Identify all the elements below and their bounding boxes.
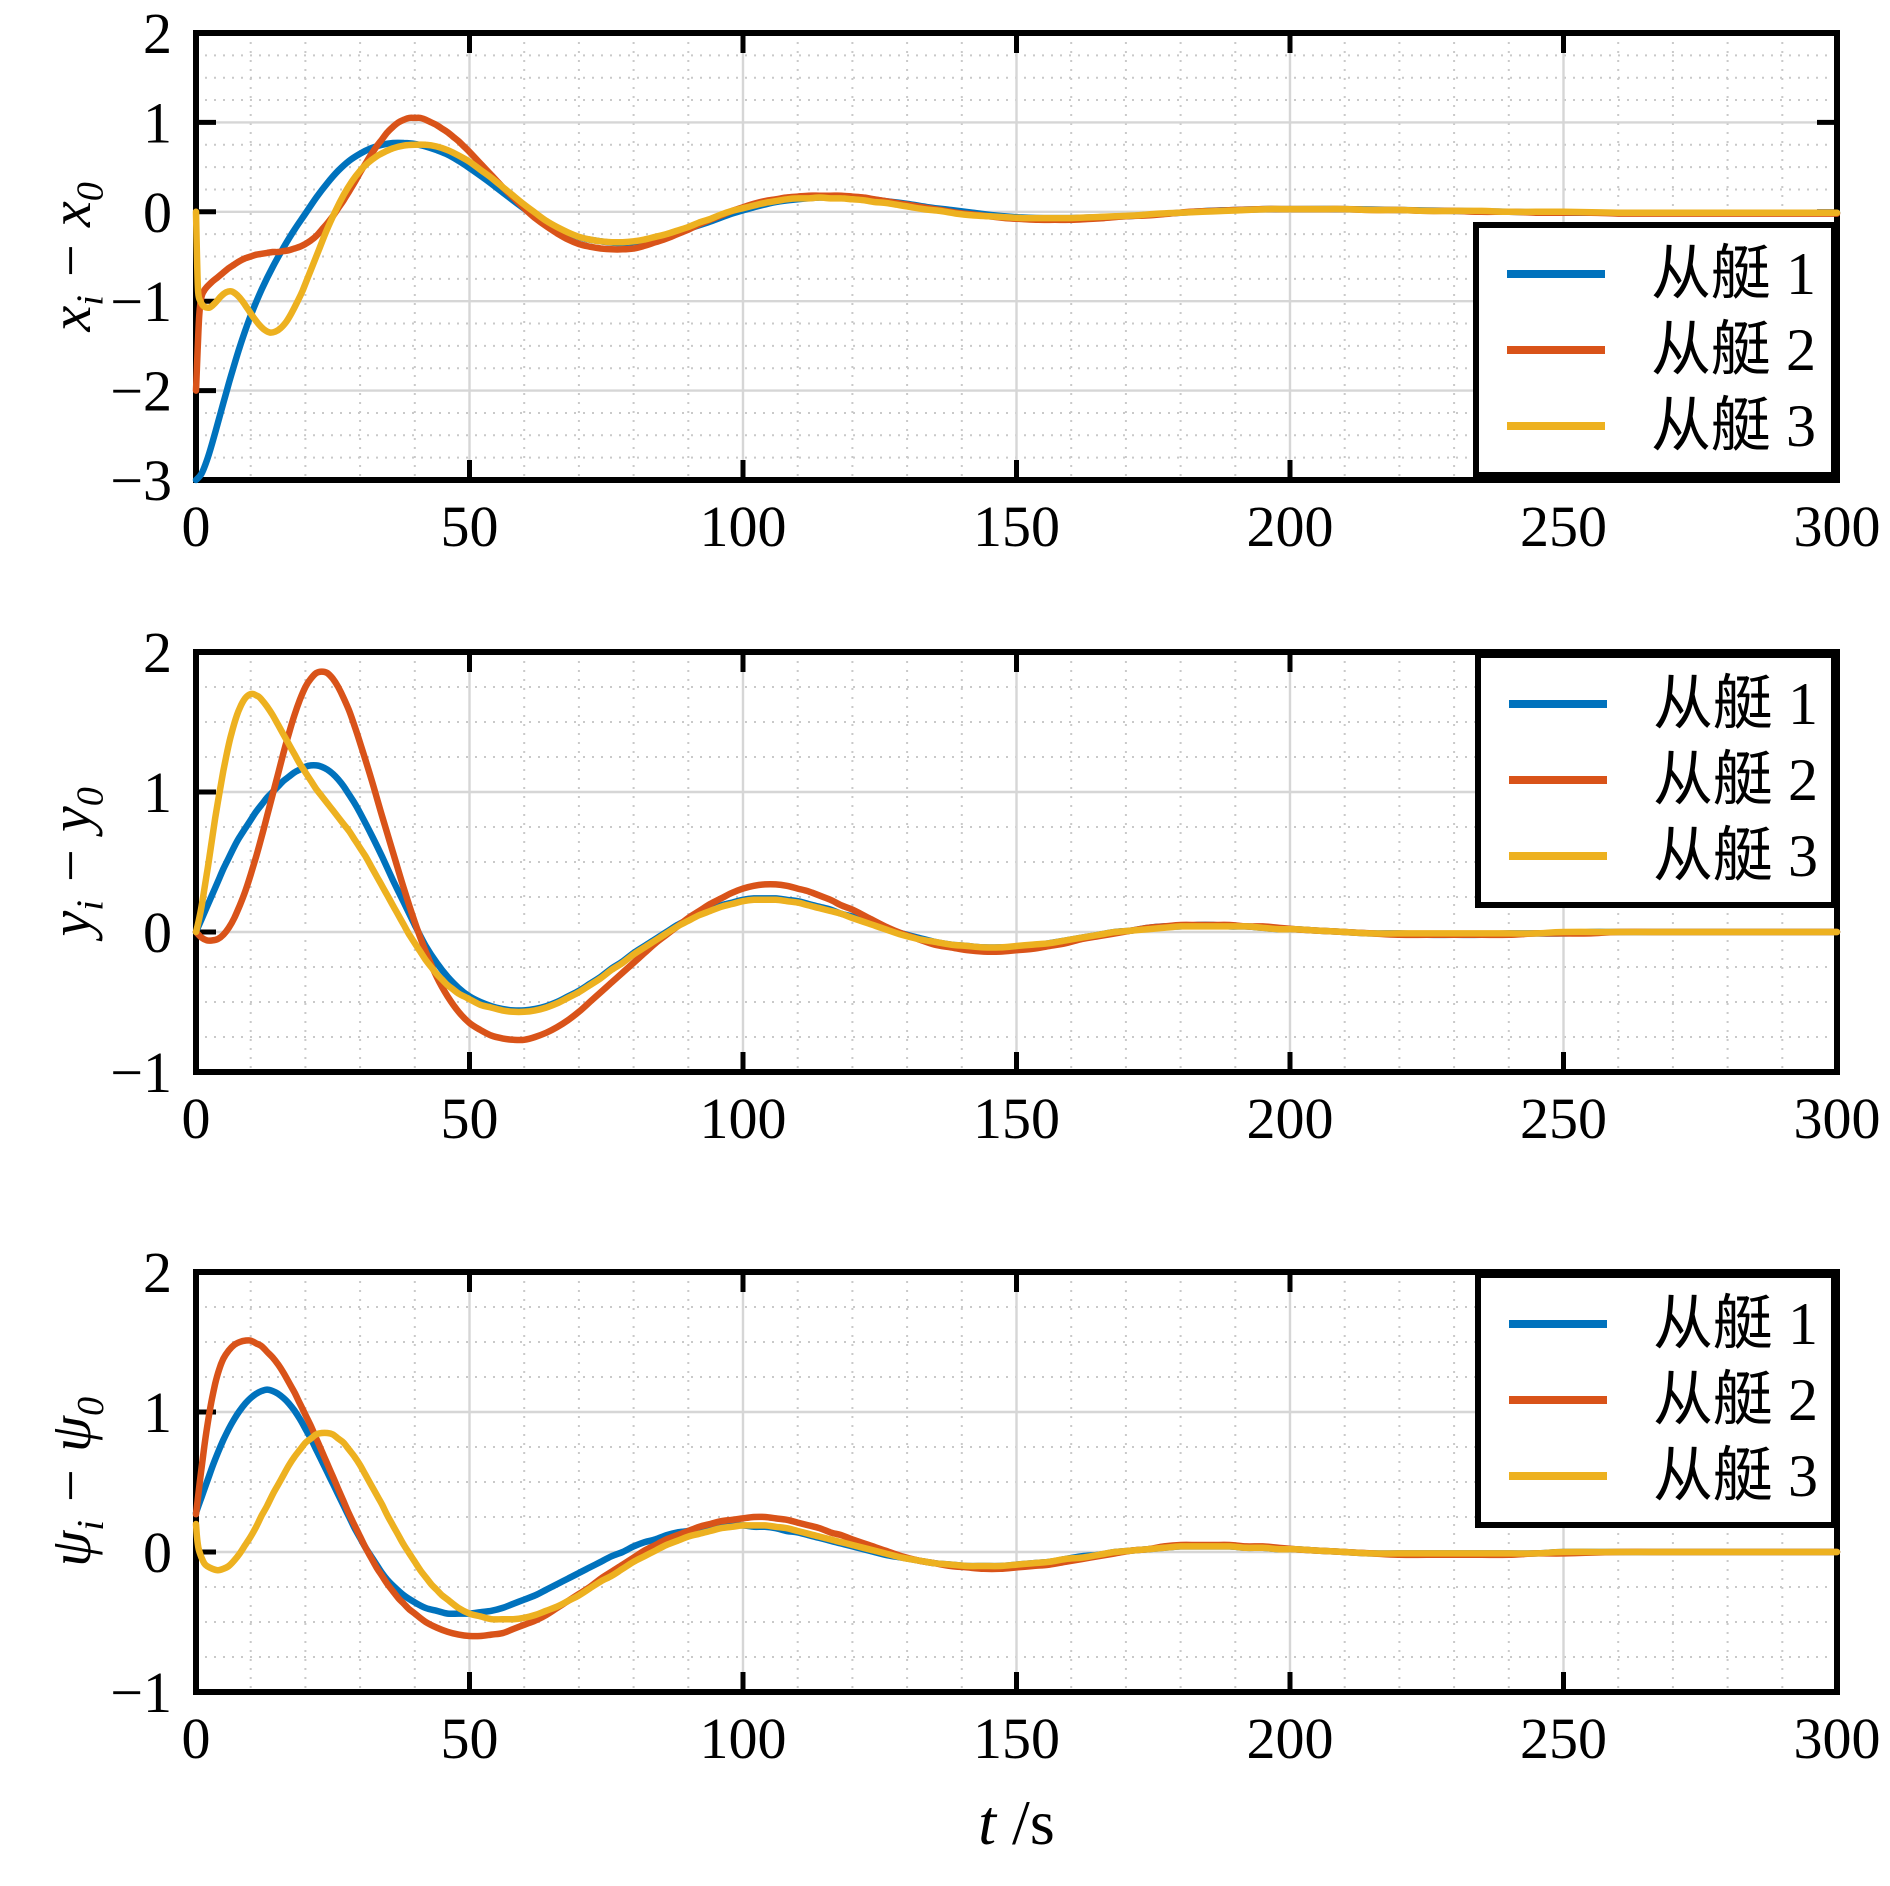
legend-line-follower1 [1509,700,1607,708]
legend-row: 从艇 3 [1481,1446,1831,1506]
legend-line-follower3 [1509,852,1607,860]
legend-top-plot: 从艇 1 从艇 2 从艇 3 [1473,222,1837,478]
x-tick-label: 150 [973,1706,1060,1771]
y-tick-label: 2 [143,620,172,685]
x-tick-label: 100 [700,1706,787,1771]
series-line-follower3 [192,690,1841,1016]
y-tick-label: 0 [143,180,172,245]
legend-row: 从艇 2 [1479,320,1831,380]
legend-line-follower2 [1509,1396,1607,1404]
x-tick-label: 0 [182,494,211,559]
x-tick-label: 0 [182,1706,211,1771]
x-tick-label: 200 [1247,1086,1334,1151]
x-tick-label: 200 [1247,494,1334,559]
legend-line-follower1 [1509,1320,1607,1328]
x-tick-label: 0 [182,1086,211,1151]
x-tick-label: 50 [441,1706,499,1771]
x-tick-label: 300 [1794,1706,1881,1771]
legend-label: 从艇 3 [1653,823,1818,889]
x-tick-label: 50 [441,494,499,559]
x-tick-label: 150 [973,494,1060,559]
legend-line-follower3 [1509,1472,1607,1480]
y-tick-label: 0 [143,900,172,965]
y-tick-label: −1 [110,269,172,334]
legend-label: 从艇 1 [1653,671,1818,737]
y-tick-label: 2 [143,1,172,66]
y-tick-label: −1 [110,1660,172,1725]
legend-bottom-plot: 从艇 1 从艇 2 从艇 3 [1475,1272,1837,1528]
legend-label: 从艇 3 [1651,393,1816,459]
x-tick-label: 250 [1520,494,1607,559]
series-line-follower3 [192,141,1841,336]
legend-label: 从艇 3 [1653,1443,1818,1509]
x-tick-label: 250 [1520,1706,1607,1771]
legend-label: 从艇 2 [1653,1367,1818,1433]
legend-middle-plot: 从艇 1 从艇 2 从艇 3 [1475,652,1837,908]
legend-line-follower1 [1507,270,1605,278]
legend-line-follower3 [1507,422,1605,430]
legend-row: 从艇 2 [1481,750,1831,810]
x-tick-label: 300 [1794,1086,1881,1151]
x-tick-label: 250 [1520,1086,1607,1151]
y-tick-label: 0 [143,1520,172,1585]
legend-row: 从艇 1 [1479,244,1831,304]
y-tick-label: −3 [110,448,172,513]
x-tick-label: 100 [700,494,787,559]
y-tick-label: 1 [143,90,172,155]
legend-label: 从艇 1 [1653,1291,1818,1357]
legend-label: 从艇 2 [1651,317,1816,383]
x-tick-label: 50 [441,1086,499,1151]
legend-line-follower2 [1509,776,1607,784]
series-line-follower3 [192,1429,1841,1623]
x-tick-label: 200 [1247,1706,1334,1771]
legend-label: 从艇 1 [1651,241,1816,307]
legend-row: 从艇 1 [1481,1294,1831,1354]
y-tick-label: −2 [110,359,172,424]
legend-line-follower2 [1507,346,1605,354]
legend-row: 从艇 3 [1479,396,1831,456]
legend-row: 从艇 1 [1481,674,1831,734]
x-tick-label: 300 [1794,494,1881,559]
y-tick-label: 2 [143,1240,172,1305]
y-tick-label: 1 [143,760,172,825]
legend-row: 从艇 2 [1481,1370,1831,1430]
y-tick-label: 1 [143,1380,172,1445]
legend-label: 从艇 2 [1653,747,1818,813]
x-tick-label: 100 [700,1086,787,1151]
x-tick-label: 150 [973,1086,1060,1151]
y-tick-label: −1 [110,1040,172,1105]
legend-row: 从艇 3 [1481,826,1831,886]
